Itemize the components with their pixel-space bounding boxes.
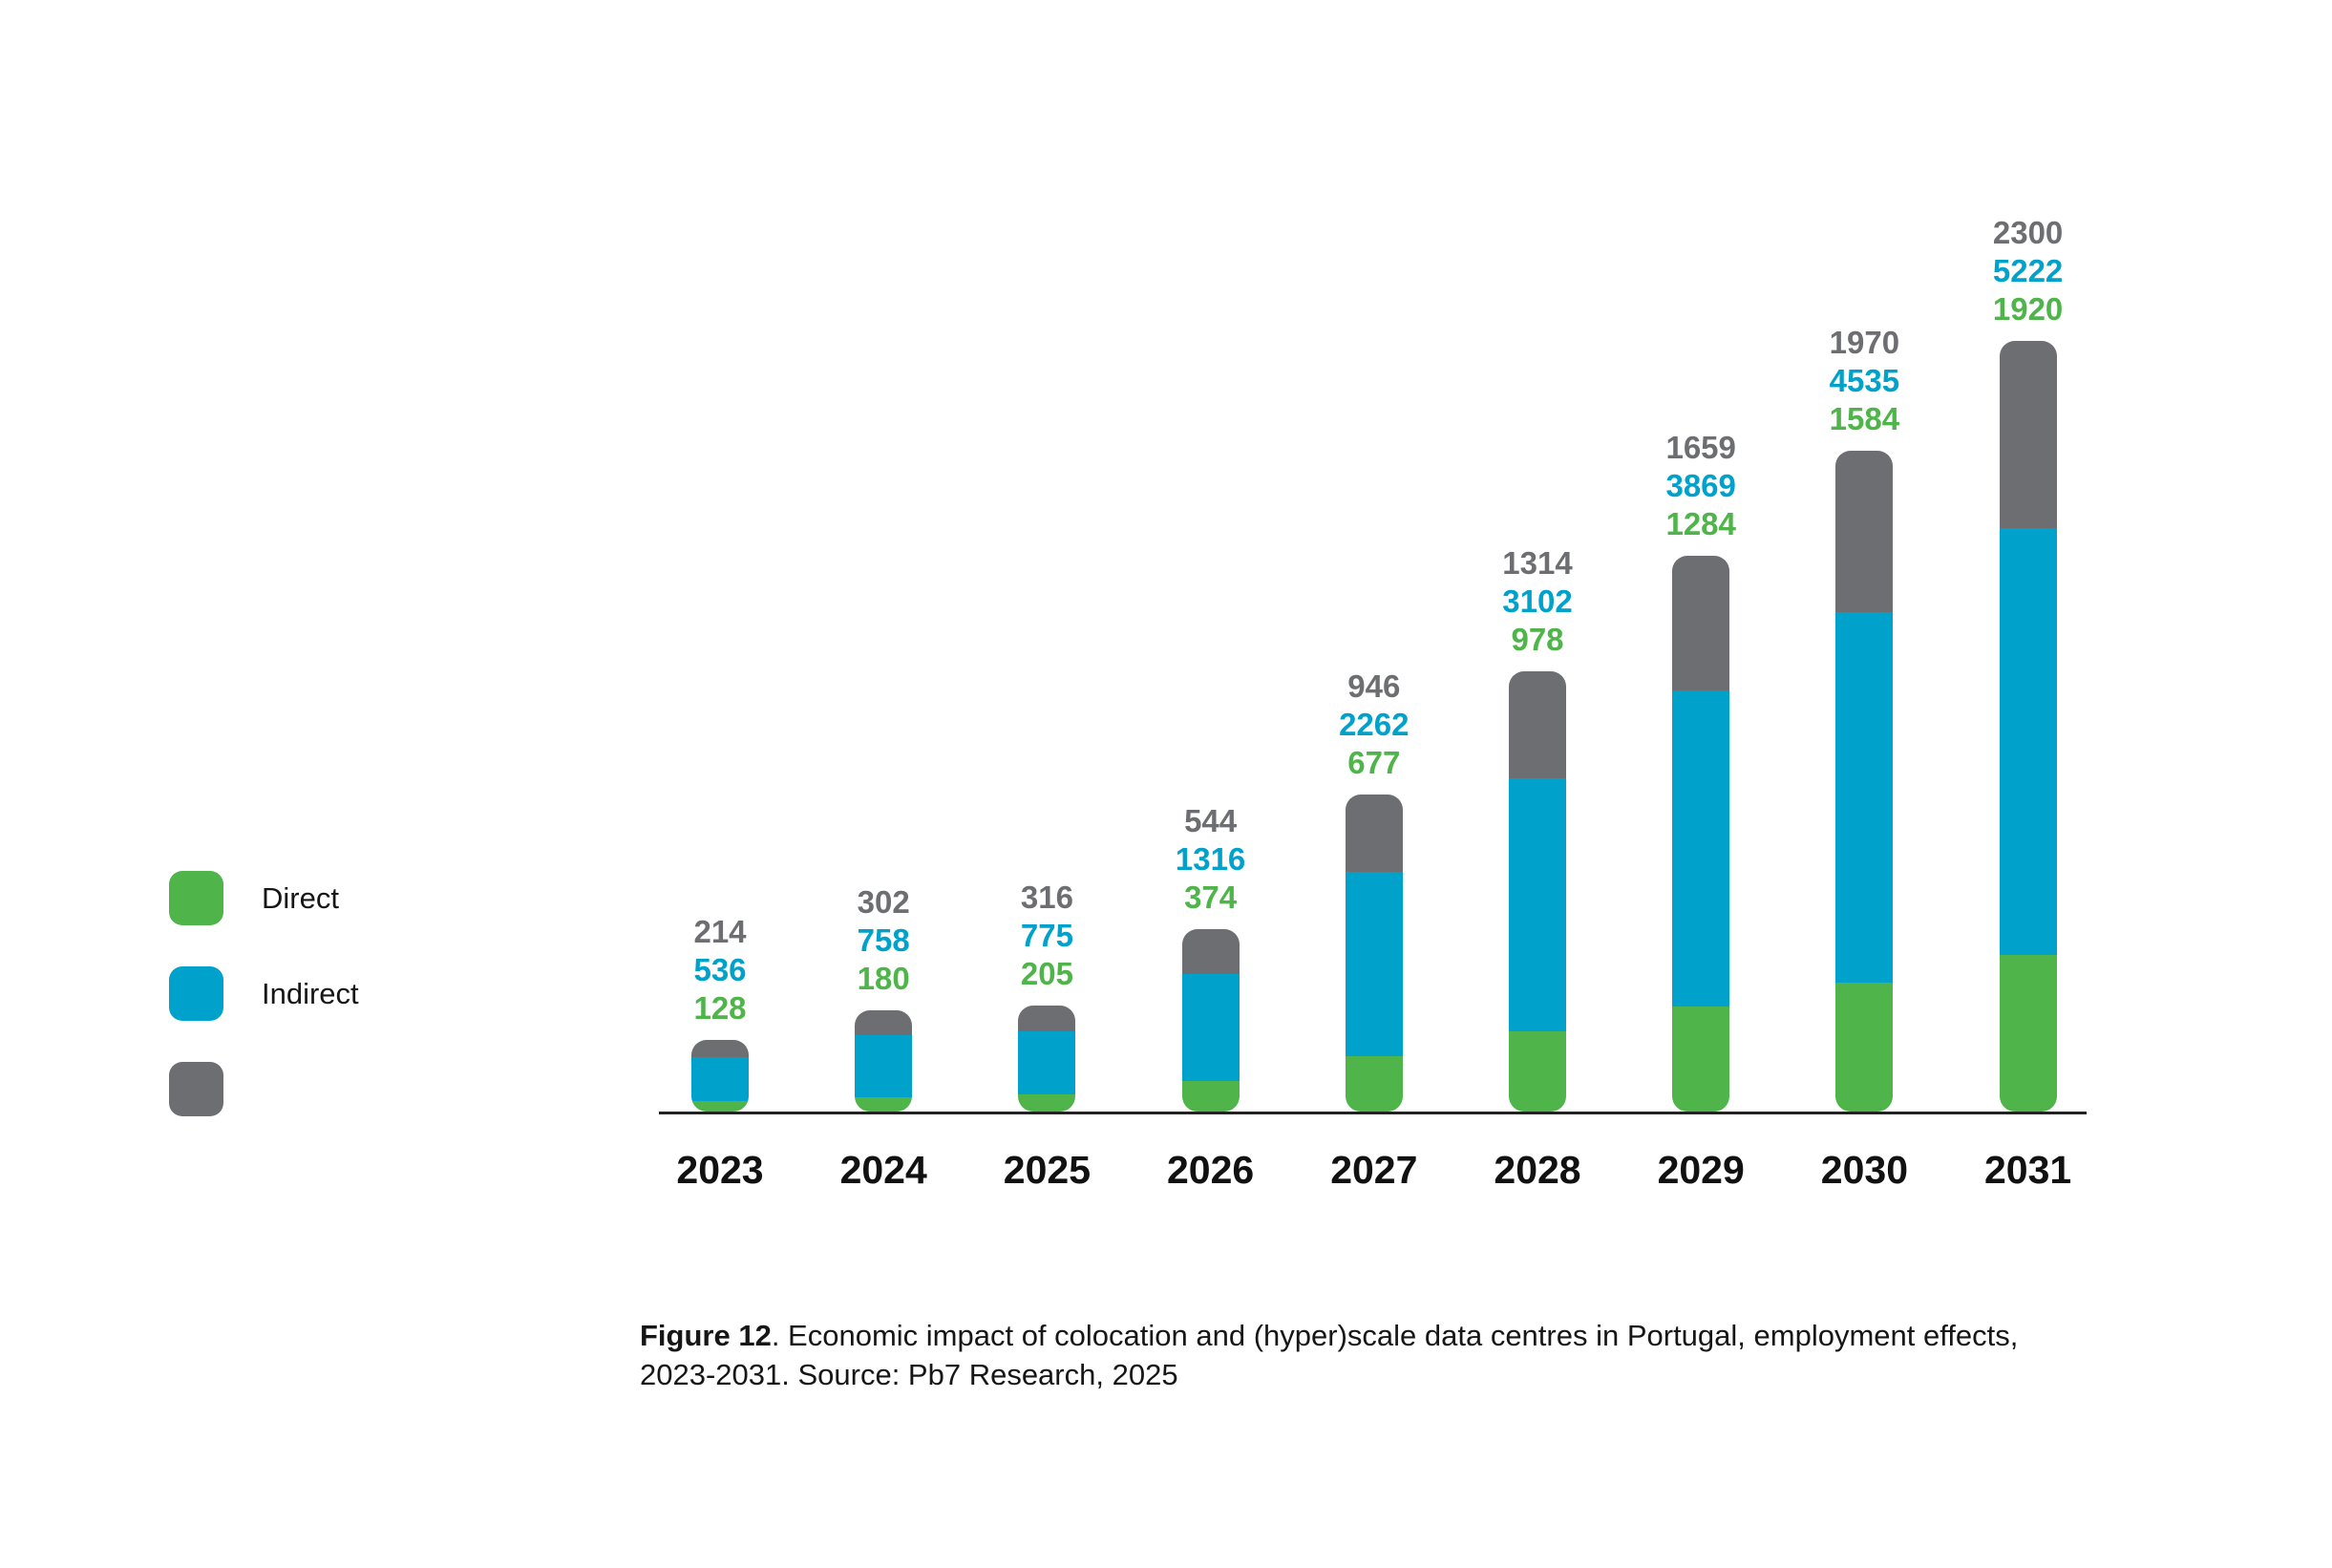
bar-segment-indirect-2026 <box>1181 973 1240 1082</box>
chart-legend: Direct Indirect <box>169 871 359 1157</box>
bar-value-direct-2023: 128 <box>693 989 747 1026</box>
bar-value-labels-2023: 214 536 128 <box>634 913 806 1028</box>
bar-value-indirect-2024: 758 <box>857 922 910 958</box>
bar-2023 <box>691 1039 749 1112</box>
bar-value-indirect-2031: 5222 <box>1992 252 2064 288</box>
bar-value-unlabeled-2025: 316 <box>1020 879 1073 916</box>
bar-segment-direct-2024 <box>855 1096 913 1112</box>
bar-value-direct-2028: 978 <box>1511 621 1564 657</box>
bar-value-labels-2029: 1659 3869 1284 <box>1615 429 1787 543</box>
bar-value-indirect-2029: 3869 <box>1665 467 1736 503</box>
bar-segment-unlabeled-2031 <box>1999 340 2057 529</box>
x-axis-label-2030: 2030 <box>1820 1148 1908 1192</box>
bar-segment-indirect-2025 <box>1018 1031 1076 1095</box>
bar-2028 <box>1509 670 1566 1112</box>
bar-segment-unlabeled-2024 <box>855 1009 913 1035</box>
bar-value-direct-2031: 1920 <box>1992 290 2064 327</box>
bar-segment-direct-2028 <box>1509 1031 1566 1112</box>
legend-label-direct: Direct <box>262 880 339 915</box>
bar-segment-unlabeled-2025 <box>1018 1006 1076 1032</box>
legend-swatch-unlabeled-icon <box>169 1062 223 1116</box>
bar-segment-direct-2031 <box>1999 954 2057 1112</box>
figure-caption-text: . Economic impact of colocation and (hyp… <box>640 1319 2019 1391</box>
bar-2027 <box>1345 794 1403 1112</box>
bar-2030 <box>1835 451 1894 1112</box>
legend-item-indirect: Indirect <box>169 966 359 1021</box>
bar-2024 <box>855 1009 913 1112</box>
legend-swatch-direct-icon <box>169 871 223 925</box>
bar-segment-unlabeled-2026 <box>1181 929 1240 974</box>
bar-segment-indirect-2029 <box>1672 690 1730 1007</box>
bar-value-labels-2028: 1314 3102 978 <box>1452 544 1623 659</box>
bar-segment-unlabeled-2023 <box>691 1039 749 1058</box>
bar-value-labels-2024: 302 758 180 <box>797 883 969 998</box>
bar-value-unlabeled-2031: 2300 <box>1992 214 2064 250</box>
bar-value-unlabeled-2026: 544 <box>1184 803 1238 838</box>
bar-value-direct-2030: 1584 <box>1829 401 1900 437</box>
bar-segment-direct-2026 <box>1181 1081 1240 1112</box>
x-axis-label-2031: 2031 <box>1983 1148 2072 1192</box>
bar-value-indirect-2028: 3102 <box>1502 583 1573 619</box>
bar-segment-direct-2029 <box>1672 1006 1730 1112</box>
bar-value-indirect-2025: 775 <box>1020 918 1073 954</box>
bar-value-labels-2031: 2300 5222 1920 <box>1942 214 2114 328</box>
bar-value-direct-2029: 1284 <box>1665 505 1736 541</box>
legend-label-indirect: Indirect <box>262 976 359 1010</box>
bar-value-unlabeled-2024: 302 <box>857 883 910 920</box>
bar-value-direct-2027: 677 <box>1347 744 1401 780</box>
figure-caption: Figure 12. Economic impact of colocation… <box>640 1316 2072 1394</box>
bar-segment-direct-2025 <box>1018 1094 1076 1112</box>
bar-value-labels-2027: 946 2262 677 <box>1288 667 1460 782</box>
bar-value-unlabeled-2030: 1970 <box>1829 325 1900 361</box>
x-axis-label-2028: 2028 <box>1494 1148 1581 1192</box>
bar-segment-unlabeled-2027 <box>1345 794 1403 872</box>
bar-value-indirect-2027: 2262 <box>1339 706 1410 742</box>
bar-segment-indirect-2027 <box>1345 871 1403 1057</box>
bar-value-unlabeled-2028: 1314 <box>1502 544 1573 581</box>
bar-2025 <box>1018 1006 1076 1112</box>
x-axis-label-2029: 2029 <box>1657 1148 1745 1192</box>
x-axis-label-2026: 2026 <box>1166 1148 1255 1192</box>
figure-caption-label: Figure 12 <box>640 1319 772 1352</box>
bar-value-unlabeled-2027: 946 <box>1347 667 1401 704</box>
x-axis-label-2025: 2025 <box>1003 1148 1091 1192</box>
bar-2026 <box>1181 929 1240 1112</box>
bar-segment-direct-2030 <box>1835 982 1894 1112</box>
bar-2029 <box>1672 555 1730 1112</box>
bar-segment-unlabeled-2030 <box>1835 451 1894 612</box>
x-axis-line <box>659 1112 2087 1114</box>
x-axis-label-2023: 2023 <box>676 1148 764 1192</box>
bar-segment-direct-2027 <box>1345 1056 1403 1112</box>
bar-2031 <box>1999 340 2057 1112</box>
bar-segment-indirect-2023 <box>691 1057 749 1102</box>
bar-segment-direct-2023 <box>691 1101 749 1112</box>
x-axis-label-2027: 2027 <box>1330 1148 1418 1192</box>
bar-value-unlabeled-2023: 214 <box>693 913 747 949</box>
bar-segment-indirect-2030 <box>1835 611 1894 983</box>
bar-segment-indirect-2024 <box>855 1034 913 1097</box>
bar-value-labels-2025: 316 775 205 <box>961 879 1133 993</box>
bar-value-direct-2025: 205 <box>1020 956 1073 992</box>
legend-item-direct: Direct <box>169 871 359 925</box>
legend-item-unlabeled <box>169 1062 359 1116</box>
legend-swatch-indirect-icon <box>169 966 223 1021</box>
bar-value-labels-2030: 1970 4535 1584 <box>1778 324 1950 438</box>
bar-segment-unlabeled-2029 <box>1672 555 1730 691</box>
bar-segment-indirect-2028 <box>1509 778 1566 1032</box>
bar-value-labels-2026: 544 1316 374 <box>1125 802 1297 917</box>
bar-value-indirect-2030: 4535 <box>1829 363 1900 399</box>
bar-segment-indirect-2031 <box>1999 528 2057 955</box>
bar-value-indirect-2026: 1316 <box>1175 841 1246 877</box>
bar-value-indirect-2023: 536 <box>693 951 747 987</box>
bar-segment-unlabeled-2028 <box>1509 670 1566 779</box>
bar-value-direct-2024: 180 <box>857 960 910 996</box>
bar-value-unlabeled-2029: 1659 <box>1665 429 1736 465</box>
bar-value-direct-2026: 374 <box>1184 879 1238 915</box>
x-axis-label-2024: 2024 <box>839 1148 927 1192</box>
